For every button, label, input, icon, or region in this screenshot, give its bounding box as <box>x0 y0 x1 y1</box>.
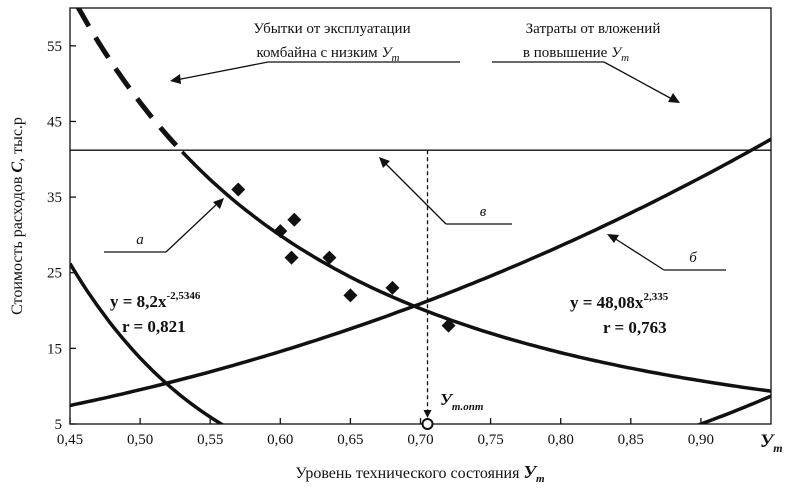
y-tick-label-0: 5 <box>55 417 63 433</box>
scatter-point-0 <box>231 182 246 197</box>
right-title-leader <box>603 61 673 100</box>
equation-a: y = 8,2x-2,5346 <box>110 290 201 311</box>
equation-b-text: y = 48,08x <box>570 293 644 312</box>
optimum-arrow-icon <box>423 410 432 418</box>
right-title-line1: Затраты от вложений <box>526 21 661 37</box>
label-v: в <box>480 204 487 220</box>
y-tick-label-4: 45 <box>47 114 62 130</box>
right-title-line2: в повышение Ут <box>523 45 629 64</box>
x-tick-label-7: 0,80 <box>548 432 574 448</box>
x-tick-label-5: 0,70 <box>407 432 433 448</box>
x-axis-title-sub: т <box>536 473 545 485</box>
optimum-label: Ут.опт <box>440 390 484 413</box>
r-value-a: r = 0,821 <box>122 317 186 336</box>
equation-b-exponent: 2,335 <box>643 291 668 303</box>
x-axis-end-var: У <box>760 431 775 452</box>
scatter-point-5 <box>343 288 358 303</box>
equation-b: y = 48,08x2,335 <box>570 291 669 312</box>
left-title-line2: комбайна с низким Ут <box>257 45 400 64</box>
left-title-arrow-icon <box>170 74 181 84</box>
x-axis-title-text: Уровень технического состояния <box>295 465 520 482</box>
left-title-var: У <box>381 45 393 61</box>
y-axis-title-text: Стоимость расходов <box>9 176 26 315</box>
y-axis-title-var: С <box>9 162 26 173</box>
right-title-var: У <box>611 45 623 61</box>
r-value-b: r = 0,763 <box>603 318 667 337</box>
scatter-points <box>231 182 456 333</box>
x-tick-label-8: 0,85 <box>618 432 644 448</box>
y-axis-title: Стоимость расходов С, тыс.р <box>9 117 26 315</box>
y-axis-ticks: 5 15 25 35 45 55 <box>47 39 76 433</box>
label-a-arrow-icon <box>213 198 224 209</box>
x-axis-ticks: 0,45 0,50 0,55 0,60 0,65 0,70 0,75 0,80 0,85 0,90 <box>57 418 714 448</box>
x-tick-label-1: 0,50 <box>127 432 153 448</box>
series-b-curve <box>70 137 771 408</box>
x-tick-label-0: 0,45 <box>57 432 83 448</box>
label-b: б <box>689 250 697 266</box>
label-v-leader <box>383 161 447 225</box>
label-b-arrow-icon <box>607 234 619 243</box>
right-title-sub: т <box>621 52 629 64</box>
scatter-point-4 <box>322 250 337 265</box>
x-axis-title: Уровень технического состояния Ут <box>295 462 545 485</box>
total-cost-curve <box>70 262 771 424</box>
y-tick-label-2: 25 <box>47 266 62 282</box>
y-tick-label-3: 35 <box>47 190 62 206</box>
left-title-line2-text: комбайна с низким <box>257 45 379 61</box>
x-tick-label-6: 0,75 <box>477 432 503 448</box>
left-title-line1: Убытки от эксплуатации <box>253 21 410 37</box>
x-axis-end-label: Ут <box>760 431 783 455</box>
scatter-point-6 <box>385 280 400 295</box>
scatter-point-2 <box>287 212 302 227</box>
left-title-leader <box>175 61 269 81</box>
right-title-arrow-icon <box>668 93 680 103</box>
equation-a-text: y = 8,2x <box>110 292 167 311</box>
y-axis-title-unit: , тыс.р <box>9 117 26 162</box>
x-tick-label-2: 0,55 <box>197 432 223 448</box>
scatter-point-3 <box>284 250 299 265</box>
scatter-point-1 <box>273 224 288 239</box>
y-tick-label-5: 55 <box>47 39 62 55</box>
optimum-label-sub: т.опт <box>452 401 484 413</box>
optimum-label-var: У <box>440 390 454 409</box>
series-a-dashed-segment <box>75 8 184 154</box>
label-a-leader <box>165 202 219 253</box>
scatter-point-7 <box>441 318 456 333</box>
x-tick-label-4: 0,65 <box>337 432 363 448</box>
x-tick-label-3: 0,60 <box>267 432 293 448</box>
label-v-arrow-icon <box>379 157 390 168</box>
x-tick-label-9: 0,90 <box>688 432 714 448</box>
plot-frame <box>69 7 772 425</box>
label-b-leader <box>613 237 665 271</box>
x-axis-end-sub: т <box>773 441 782 455</box>
left-title-sub: т <box>392 52 400 64</box>
x-axis-title-var: У <box>523 462 538 482</box>
optimum-marker <box>421 418 434 430</box>
label-a: а <box>136 232 144 248</box>
right-title-line2-text: в повышение <box>523 45 608 61</box>
equation-a-exponent: -2,5346 <box>166 290 200 302</box>
y-tick-label-1: 15 <box>47 341 62 357</box>
